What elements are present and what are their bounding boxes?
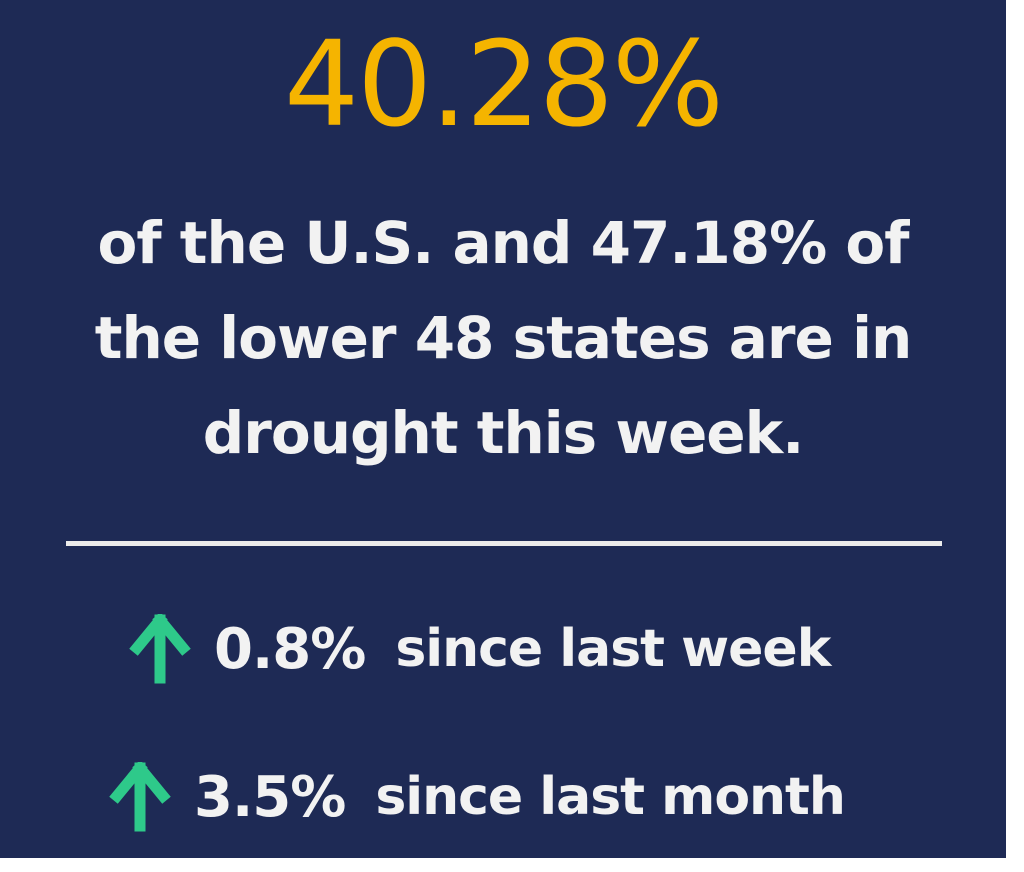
right-border [1006,0,1024,872]
weekly-change-row: 0.8% since last week [120,604,831,694]
weekly-change-label: since last week [395,619,831,679]
arrow-up-icon [100,752,180,842]
divider [66,541,942,546]
drought-percentage: 40.28% [284,15,724,153]
drought-summary-card: 40.28% of the U.S. and 47.18% of the low… [0,0,1006,858]
bottom-border [0,858,1024,872]
weekly-change-value: 0.8% [214,616,366,682]
monthly-change-value: 3.5% [194,764,346,830]
description-line: the lower 48 states are in [94,304,913,372]
arrow-up-icon [120,604,200,694]
description-line: of the U.S. and 47.18% of [97,209,910,277]
monthly-change-label: since last month [375,767,846,827]
drought-description: of the U.S. and 47.18% of the lower 48 s… [60,196,946,481]
monthly-change-row: 3.5% since last month [100,752,846,842]
description-line: drought this week. [202,399,804,467]
